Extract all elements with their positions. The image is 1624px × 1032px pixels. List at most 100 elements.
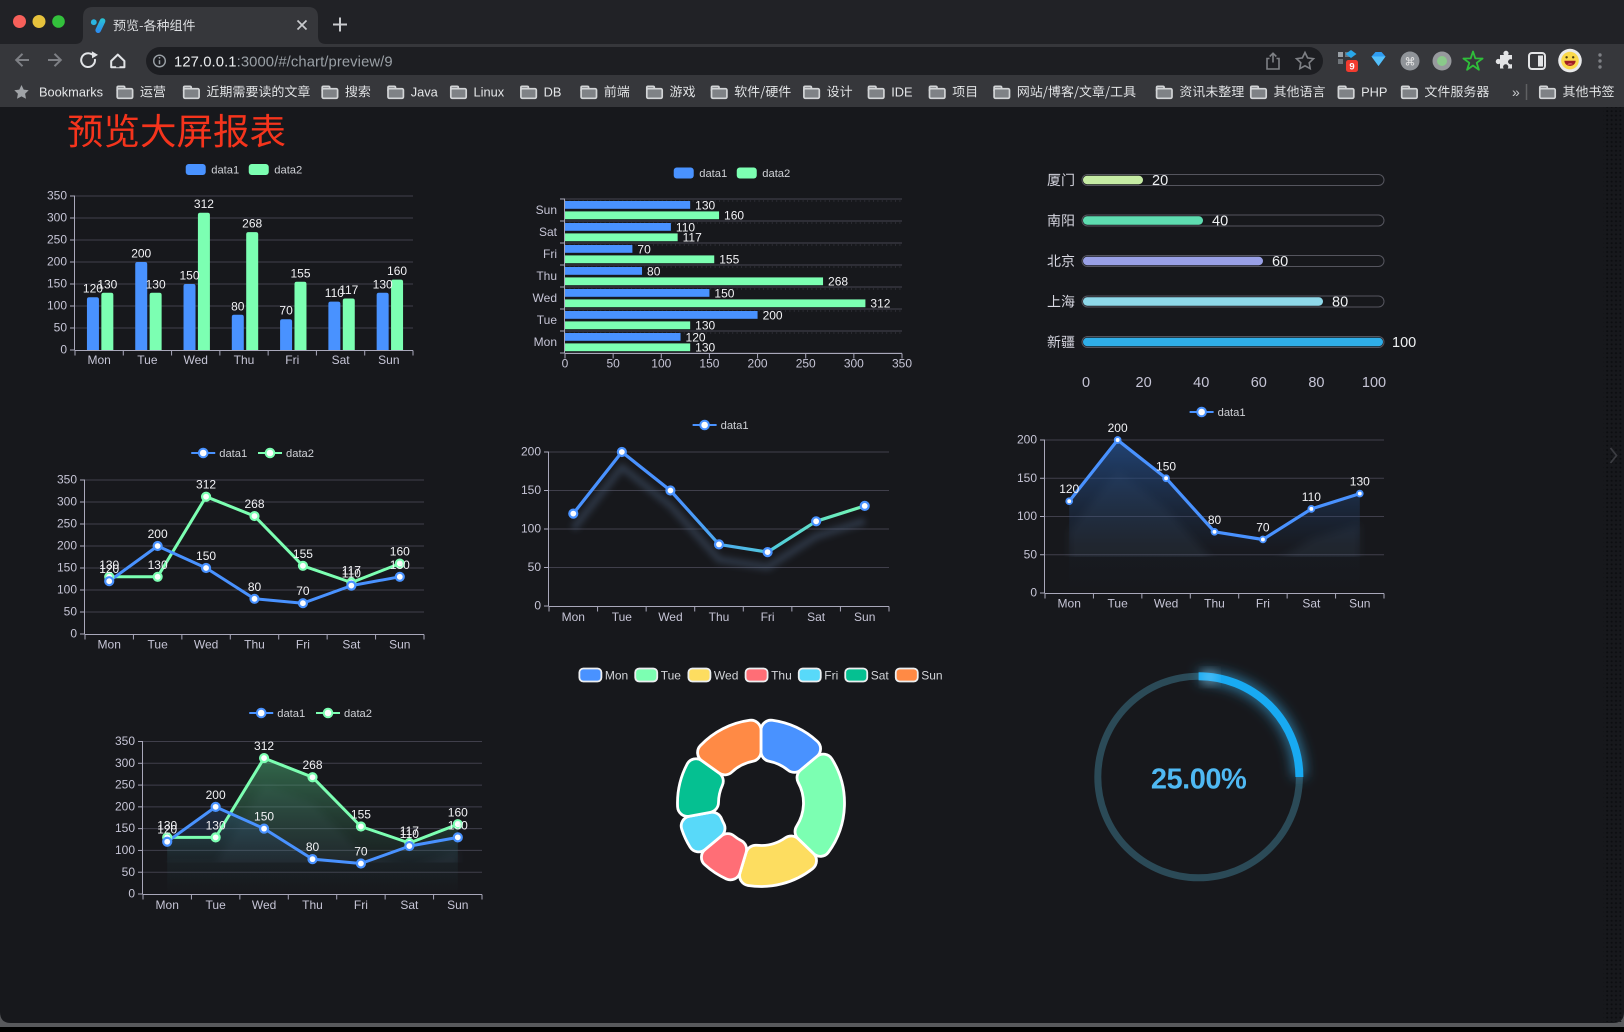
svg-text:130: 130 <box>390 558 410 572</box>
svg-text:80: 80 <box>231 299 245 313</box>
svg-text:Sat: Sat <box>871 668 890 682</box>
svg-text:Tue: Tue <box>612 610 633 624</box>
svg-text:Mon: Mon <box>562 610 585 624</box>
svg-text:Sun: Sun <box>854 610 875 624</box>
svg-text:130: 130 <box>148 558 168 572</box>
svg-text:150: 150 <box>1156 459 1176 473</box>
svg-text:150: 150 <box>714 287 734 301</box>
svg-text:Sun: Sun <box>536 203 557 217</box>
svg-text:250: 250 <box>47 233 67 247</box>
svg-text:Thu: Thu <box>302 898 323 912</box>
svg-text:160: 160 <box>387 264 407 278</box>
svg-text:312: 312 <box>254 739 274 753</box>
svg-text:Bookmarks: Bookmarks <box>39 85 103 100</box>
svg-text:200: 200 <box>148 527 168 541</box>
svg-text:Wed: Wed <box>658 610 682 624</box>
svg-text:Thu: Thu <box>709 610 730 624</box>
svg-text:Fri: Fri <box>1256 597 1270 611</box>
svg-text:160: 160 <box>724 209 744 223</box>
svg-text:Thu: Thu <box>771 668 792 682</box>
svg-text:Sat: Sat <box>400 898 419 912</box>
svg-text:data1: data1 <box>219 448 247 460</box>
svg-text:Wed: Wed <box>1154 597 1178 611</box>
svg-text:100: 100 <box>1362 375 1386 391</box>
svg-text:Mon: Mon <box>87 353 110 367</box>
svg-text:Tue: Tue <box>1108 597 1129 611</box>
svg-text:200: 200 <box>1108 421 1128 435</box>
svg-text:120: 120 <box>99 562 119 576</box>
svg-text:data1: data1 <box>211 165 239 177</box>
svg-text:Wed: Wed <box>714 668 738 682</box>
svg-text:Fri: Fri <box>354 898 368 912</box>
svg-text:Tue: Tue <box>137 353 158 367</box>
svg-text:268: 268 <box>242 217 262 231</box>
svg-text:0: 0 <box>70 627 77 641</box>
svg-text:PHP: PHP <box>1361 85 1387 100</box>
svg-text:Tue: Tue <box>537 313 558 327</box>
svg-text:155: 155 <box>293 547 313 561</box>
svg-text:300: 300 <box>47 211 67 225</box>
svg-text:Fri: Fri <box>543 247 557 261</box>
svg-text:130: 130 <box>448 818 468 832</box>
svg-text:Thu: Thu <box>536 269 557 283</box>
svg-text:Sun: Sun <box>447 898 468 912</box>
svg-text:70: 70 <box>637 243 651 257</box>
svg-text:IDE: IDE <box>891 85 912 100</box>
svg-text:130: 130 <box>206 818 226 832</box>
svg-text:80: 80 <box>1208 513 1222 527</box>
svg-text:⌘: ⌘ <box>1405 57 1416 69</box>
svg-text:Thu: Thu <box>1204 597 1225 611</box>
svg-text:Sat: Sat <box>342 638 361 652</box>
svg-text:200: 200 <box>57 539 77 553</box>
svg-text:268: 268 <box>244 497 264 511</box>
svg-text:data1: data1 <box>721 420 749 432</box>
svg-text:Linux: Linux <box>474 85 505 100</box>
svg-text:70: 70 <box>279 304 293 318</box>
svg-text:350: 350 <box>47 189 67 203</box>
svg-text:200: 200 <box>47 255 67 269</box>
svg-text:100: 100 <box>57 583 77 597</box>
svg-text:Fri: Fri <box>761 610 775 624</box>
svg-text:Thu: Thu <box>244 638 265 652</box>
svg-text:data1: data1 <box>277 708 305 720</box>
svg-text:150: 150 <box>699 357 719 371</box>
svg-text:110: 110 <box>342 567 361 581</box>
svg-text:9: 9 <box>1349 62 1354 73</box>
svg-text:100: 100 <box>1017 509 1037 523</box>
svg-text:70: 70 <box>354 845 368 859</box>
svg-text:»: » <box>1512 84 1520 100</box>
svg-text:100: 100 <box>651 357 671 371</box>
svg-text:Sat: Sat <box>807 610 826 624</box>
svg-text:Sat: Sat <box>539 225 558 239</box>
svg-text:150: 150 <box>179 269 199 283</box>
svg-text:127.0.0.1:3000/#/chart/preview: 127.0.0.1:3000/#/chart/preview/9 <box>174 54 393 70</box>
svg-text:Wed: Wed <box>194 638 218 652</box>
svg-text:100: 100 <box>521 522 541 536</box>
svg-text:200: 200 <box>763 309 783 323</box>
svg-text:80: 80 <box>306 840 320 854</box>
svg-text:250: 250 <box>796 357 816 371</box>
svg-text:155: 155 <box>719 253 739 267</box>
svg-text:130: 130 <box>157 818 177 832</box>
svg-text:130: 130 <box>695 199 715 213</box>
svg-text:Mon: Mon <box>1058 597 1081 611</box>
svg-text:110: 110 <box>400 827 419 841</box>
svg-text:200: 200 <box>748 357 768 371</box>
svg-text:117: 117 <box>342 564 361 578</box>
svg-text:300: 300 <box>844 357 864 371</box>
svg-text:data2: data2 <box>274 165 302 177</box>
svg-text:50: 50 <box>606 357 620 371</box>
svg-text:130: 130 <box>695 341 715 355</box>
svg-text:50: 50 <box>54 321 68 335</box>
svg-text:Tue: Tue <box>148 638 169 652</box>
svg-text:0: 0 <box>1082 375 1090 391</box>
svg-text:117: 117 <box>400 824 419 838</box>
svg-text:Fri: Fri <box>824 668 838 682</box>
svg-text:312: 312 <box>196 478 216 492</box>
svg-text:155: 155 <box>290 266 310 280</box>
svg-text:117: 117 <box>339 283 358 297</box>
svg-text:150: 150 <box>254 810 274 824</box>
svg-text:200: 200 <box>1017 433 1037 447</box>
svg-text:Sat: Sat <box>332 353 351 367</box>
svg-text:120: 120 <box>157 823 177 837</box>
